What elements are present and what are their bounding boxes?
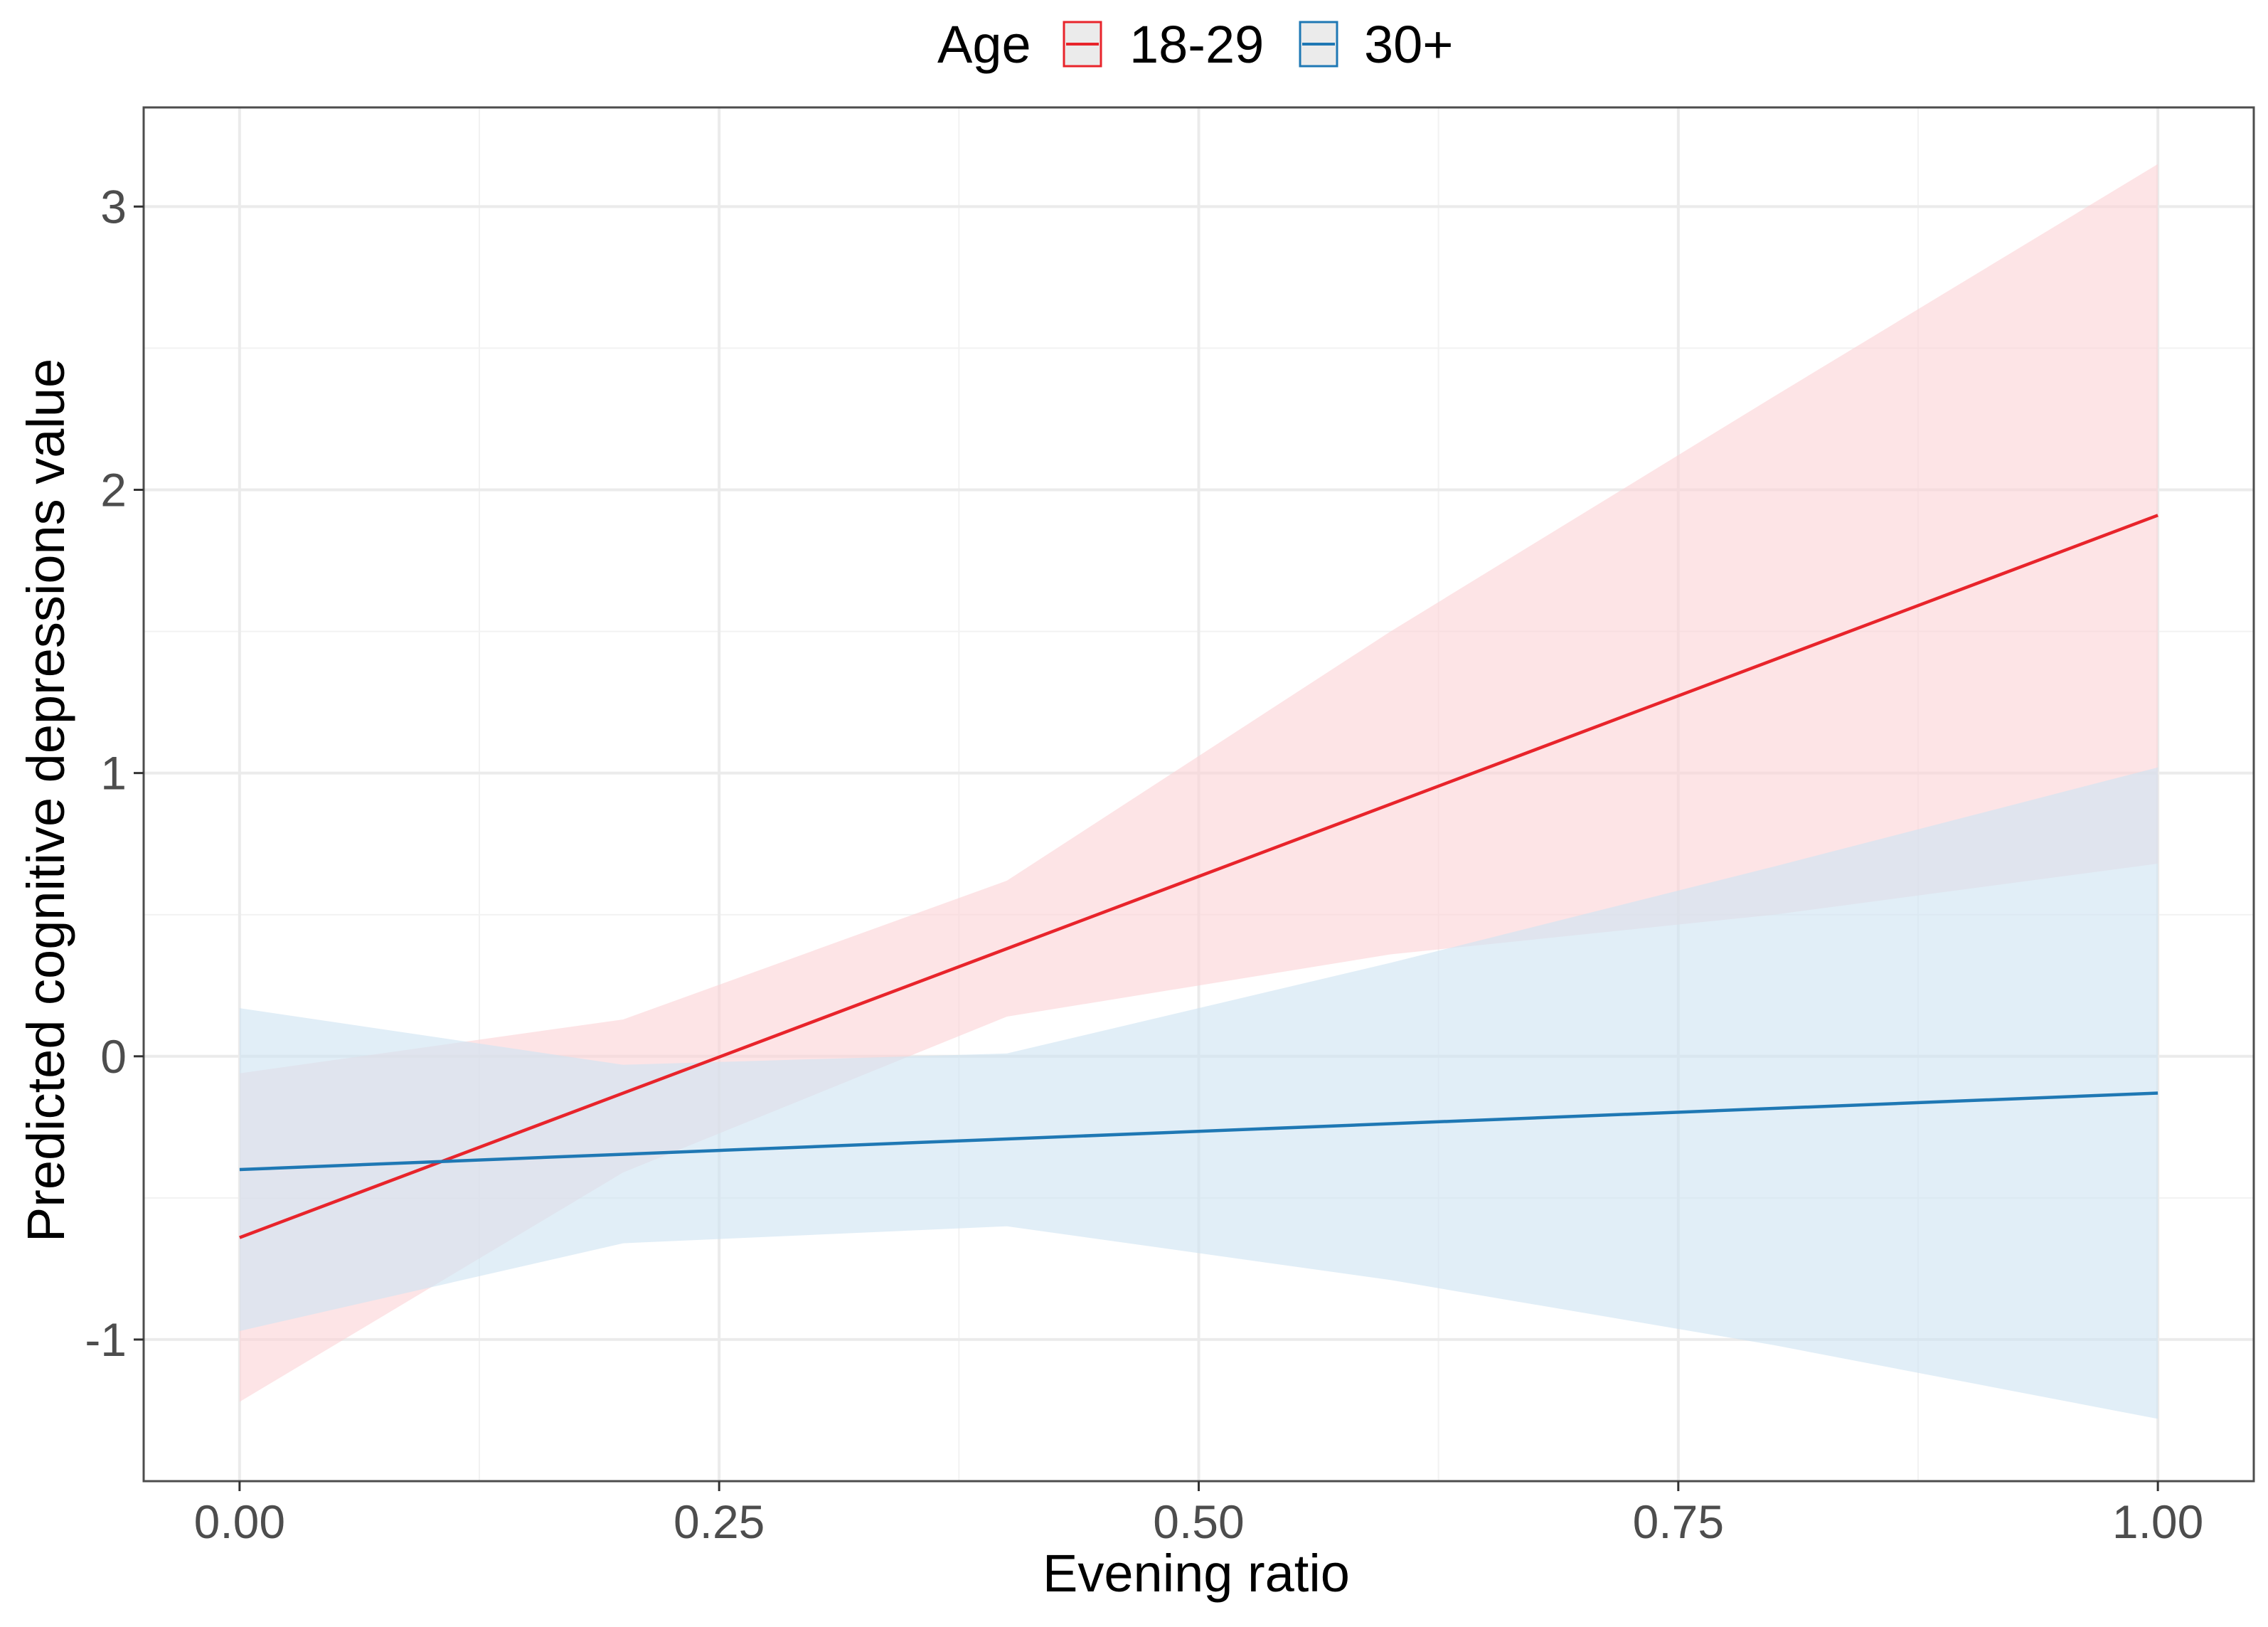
y-tick-label: 3 bbox=[100, 180, 127, 233]
x-tick-label: 0.50 bbox=[1153, 1495, 1244, 1548]
y-axis: -1 0 1 2 3 bbox=[85, 180, 144, 1366]
y-tick-label: 1 bbox=[100, 747, 127, 800]
legend: Age 18-29 30+ bbox=[937, 15, 1454, 74]
y-tick-label: 2 bbox=[100, 463, 127, 516]
legend-item-18-29: 18-29 bbox=[1063, 15, 1264, 74]
plot-panel bbox=[142, 106, 2255, 1483]
confidence-bands bbox=[239, 164, 2158, 1419]
legend-title: Age bbox=[937, 15, 1031, 74]
x-tick-label: 0.25 bbox=[674, 1495, 765, 1548]
x-axis-title: Evening ratio bbox=[1043, 1544, 1350, 1603]
series-line-18-29 bbox=[239, 514, 2158, 1239]
y-tick-label: 0 bbox=[100, 1030, 127, 1083]
legend-label-30plus: 30+ bbox=[1364, 15, 1454, 74]
y-tick-label: -1 bbox=[85, 1313, 127, 1366]
x-tick-label: 0.75 bbox=[1633, 1495, 1724, 1548]
confidence-band-30plus bbox=[239, 767, 2158, 1419]
legend-item-30plus: 30+ bbox=[1299, 15, 1454, 74]
series-line-30plus bbox=[239, 1091, 2158, 1172]
x-axis: 0.00 0.25 0.50 0.75 1.00 bbox=[194, 1481, 2203, 1548]
x-tick-label: 1.00 bbox=[2112, 1495, 2203, 1548]
legend-label-18-29: 18-29 bbox=[1129, 15, 1264, 74]
series-lines bbox=[239, 514, 2158, 1239]
x-tick-label: 0.00 bbox=[194, 1495, 285, 1548]
y-axis-title: Predicted cognitive depressions value bbox=[16, 359, 75, 1242]
